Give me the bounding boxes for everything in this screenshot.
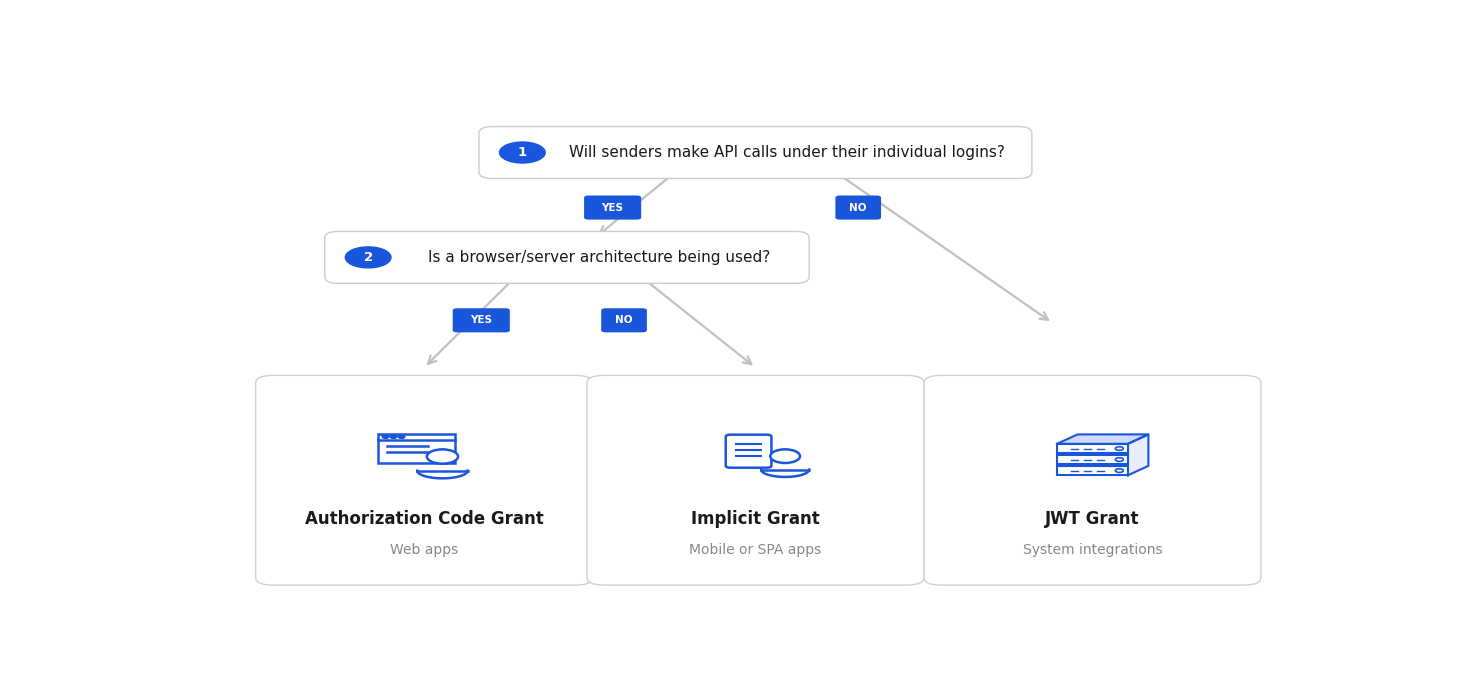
Text: Authorization Code Grant: Authorization Code Grant	[305, 510, 544, 528]
Text: YES: YES	[601, 202, 624, 212]
FancyBboxPatch shape	[377, 434, 455, 462]
Circle shape	[391, 435, 397, 439]
FancyBboxPatch shape	[1057, 466, 1128, 475]
FancyBboxPatch shape	[601, 308, 647, 332]
Text: YES: YES	[470, 315, 492, 326]
FancyBboxPatch shape	[924, 375, 1260, 585]
Circle shape	[771, 449, 800, 463]
Text: Web apps: Web apps	[391, 543, 458, 557]
FancyBboxPatch shape	[584, 195, 641, 220]
FancyBboxPatch shape	[453, 308, 510, 332]
Text: NO: NO	[849, 202, 867, 212]
Circle shape	[500, 142, 545, 163]
Polygon shape	[1057, 434, 1148, 444]
FancyBboxPatch shape	[255, 375, 593, 585]
FancyBboxPatch shape	[725, 434, 771, 468]
Text: Will senders make API calls under their individual logins?: Will senders make API calls under their …	[569, 145, 1005, 160]
Circle shape	[1116, 469, 1123, 473]
FancyBboxPatch shape	[1057, 444, 1128, 454]
Circle shape	[1116, 447, 1123, 450]
Text: System integrations: System integrations	[1023, 543, 1162, 557]
Text: NO: NO	[615, 315, 632, 326]
Circle shape	[398, 435, 405, 439]
Text: JWT Grant: JWT Grant	[1045, 510, 1139, 528]
Text: 2: 2	[364, 251, 373, 264]
FancyBboxPatch shape	[836, 195, 881, 220]
Text: 1: 1	[517, 146, 526, 159]
Circle shape	[1116, 458, 1123, 462]
FancyBboxPatch shape	[1057, 455, 1128, 464]
FancyBboxPatch shape	[587, 375, 924, 585]
Circle shape	[382, 435, 389, 439]
Text: Implicit Grant: Implicit Grant	[691, 510, 820, 528]
Circle shape	[427, 449, 458, 464]
FancyBboxPatch shape	[324, 232, 809, 283]
Polygon shape	[1128, 434, 1148, 475]
Text: Mobile or SPA apps: Mobile or SPA apps	[690, 543, 821, 557]
FancyBboxPatch shape	[479, 127, 1032, 178]
Text: Is a browser/server architecture being used?: Is a browser/server architecture being u…	[427, 250, 769, 265]
Circle shape	[345, 247, 391, 268]
